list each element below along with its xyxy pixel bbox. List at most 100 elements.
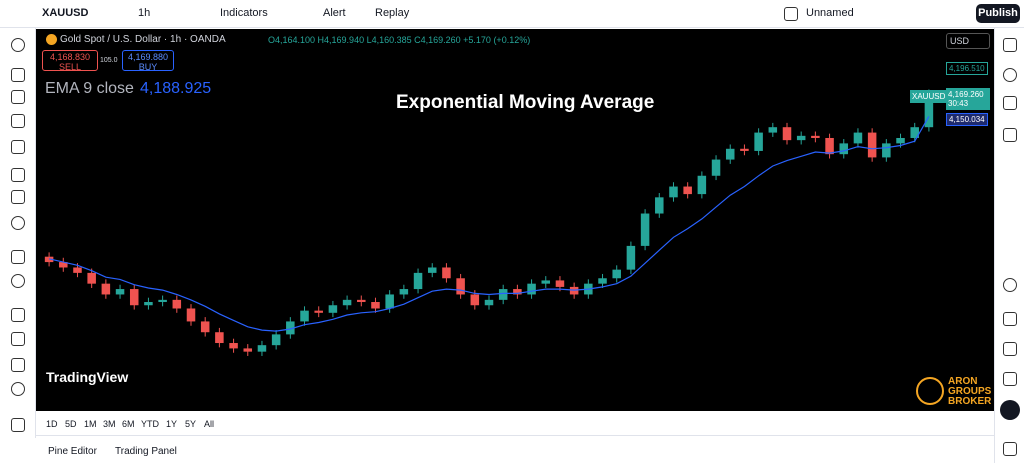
hide-tool[interactable] bbox=[11, 382, 25, 396]
layers[interactable] bbox=[1003, 96, 1017, 110]
replay[interactable]: Replay bbox=[375, 7, 410, 19]
ema-line bbox=[48, 116, 930, 332]
maximize[interactable] bbox=[1003, 442, 1017, 456]
range-button[interactable]: 1M bbox=[84, 419, 97, 429]
candle-body bbox=[357, 299, 366, 303]
candle-body bbox=[158, 299, 167, 303]
candle-body bbox=[101, 283, 111, 295]
magnet-tool[interactable] bbox=[11, 308, 25, 322]
alert[interactable]: Alert bbox=[323, 7, 346, 19]
candle-body bbox=[612, 269, 621, 279]
candle-body bbox=[867, 132, 877, 158]
candle-body bbox=[853, 132, 863, 144]
targets[interactable] bbox=[1003, 278, 1017, 292]
last-price: 4,169.260 bbox=[948, 90, 984, 99]
pattern-tool[interactable] bbox=[11, 114, 25, 128]
calendar[interactable] bbox=[1003, 312, 1017, 326]
layout-name[interactable]: Unnamed bbox=[806, 7, 854, 19]
candle-body bbox=[172, 299, 182, 309]
candle-body bbox=[598, 278, 607, 284]
candle-body bbox=[683, 186, 692, 195]
range-button[interactable]: YTD bbox=[141, 419, 159, 429]
candle-body bbox=[271, 334, 281, 346]
range-button[interactable]: 5Y bbox=[185, 419, 197, 429]
notifications[interactable] bbox=[1003, 372, 1017, 386]
candle-body bbox=[655, 197, 664, 214]
watermark: TradingView bbox=[46, 369, 129, 385]
candle-body bbox=[754, 132, 763, 151]
top-toolbar bbox=[0, 0, 1024, 28]
candle-body bbox=[342, 299, 352, 306]
candle-body bbox=[924, 95, 934, 128]
logo-line: BROKER bbox=[948, 396, 992, 407]
ideas[interactable] bbox=[1003, 342, 1017, 356]
watchlist[interactable] bbox=[1003, 38, 1017, 52]
checkbox[interactable] bbox=[784, 7, 798, 21]
lock-drawings[interactable] bbox=[11, 332, 25, 346]
publish-button[interactable]: Publish bbox=[976, 4, 1020, 23]
logo-line: GROUPS bbox=[948, 386, 992, 397]
currency[interactable]: USD bbox=[946, 33, 990, 49]
candle-body bbox=[484, 299, 494, 306]
candle-body bbox=[456, 278, 465, 295]
symbol-price-tag: XAUUSD bbox=[910, 90, 948, 103]
candle-body bbox=[314, 310, 323, 313]
alerts[interactable] bbox=[1003, 68, 1017, 82]
candle-body bbox=[768, 127, 778, 133]
line-tool[interactable] bbox=[11, 68, 25, 82]
cursor-tool[interactable] bbox=[11, 38, 25, 52]
sell-label: SELL bbox=[58, 62, 82, 72]
left-toolbar bbox=[0, 28, 36, 438]
candle-body bbox=[371, 302, 380, 309]
candle-body bbox=[300, 310, 309, 322]
bottom-tab[interactable]: Trading Panel bbox=[115, 446, 177, 457]
apps[interactable] bbox=[1000, 400, 1020, 420]
symbol[interactable]: XAUUSD bbox=[42, 7, 89, 19]
chat[interactable] bbox=[1003, 128, 1017, 142]
indicators[interactable]: Indicators bbox=[220, 7, 268, 19]
candle-body bbox=[144, 302, 153, 306]
text-tool[interactable] bbox=[11, 190, 25, 204]
ema-name: EMA 9 close bbox=[45, 80, 134, 97]
emoji-tool[interactable] bbox=[11, 216, 25, 230]
trash-tool[interactable] bbox=[11, 418, 25, 432]
buy-button[interactable]: 4,169.880 BUY bbox=[122, 50, 174, 72]
candle-body bbox=[286, 321, 295, 335]
candle-body bbox=[811, 135, 820, 138]
fib-tool[interactable] bbox=[11, 90, 25, 104]
candle-body bbox=[73, 267, 82, 273]
candle-body bbox=[442, 267, 451, 279]
candle-body bbox=[215, 332, 224, 344]
bottom-tab[interactable]: Pine Editor bbox=[48, 446, 97, 457]
forecast-tool[interactable] bbox=[11, 140, 25, 154]
range-button[interactable]: 6M bbox=[122, 419, 135, 429]
candle-body bbox=[129, 289, 139, 306]
buy-price: 4,169.880 bbox=[127, 52, 169, 62]
countdown: 30:43 bbox=[948, 99, 969, 108]
candle-body bbox=[115, 289, 125, 295]
candle-body bbox=[740, 148, 749, 151]
ema-price-tag: 4,150.034 bbox=[946, 113, 988, 126]
range-button[interactable]: 1D bbox=[46, 419, 58, 429]
range-button[interactable]: 5D bbox=[65, 419, 77, 429]
measure-tool[interactable] bbox=[11, 250, 25, 264]
candle-body bbox=[782, 127, 792, 141]
candle-body bbox=[541, 280, 551, 284]
candle-body bbox=[640, 213, 650, 246]
range-button[interactable]: 3M bbox=[103, 419, 116, 429]
candle-body bbox=[697, 175, 707, 195]
symbol-logo bbox=[46, 34, 57, 45]
range-button[interactable]: 1Y bbox=[166, 419, 178, 429]
candle-body bbox=[725, 148, 735, 160]
zoom-tool[interactable] bbox=[11, 274, 25, 288]
candle-body bbox=[896, 137, 905, 144]
candle-body bbox=[229, 343, 238, 349]
candle-body bbox=[200, 321, 210, 333]
range-button[interactable]: All bbox=[204, 419, 215, 429]
sell-button[interactable]: 4,168.830 SELL bbox=[42, 50, 98, 72]
lock-tool[interactable] bbox=[11, 358, 25, 372]
brush-tool[interactable] bbox=[11, 168, 25, 182]
sell-price: 4,168.830 bbox=[49, 52, 91, 62]
interval[interactable]: 1h bbox=[138, 7, 151, 19]
